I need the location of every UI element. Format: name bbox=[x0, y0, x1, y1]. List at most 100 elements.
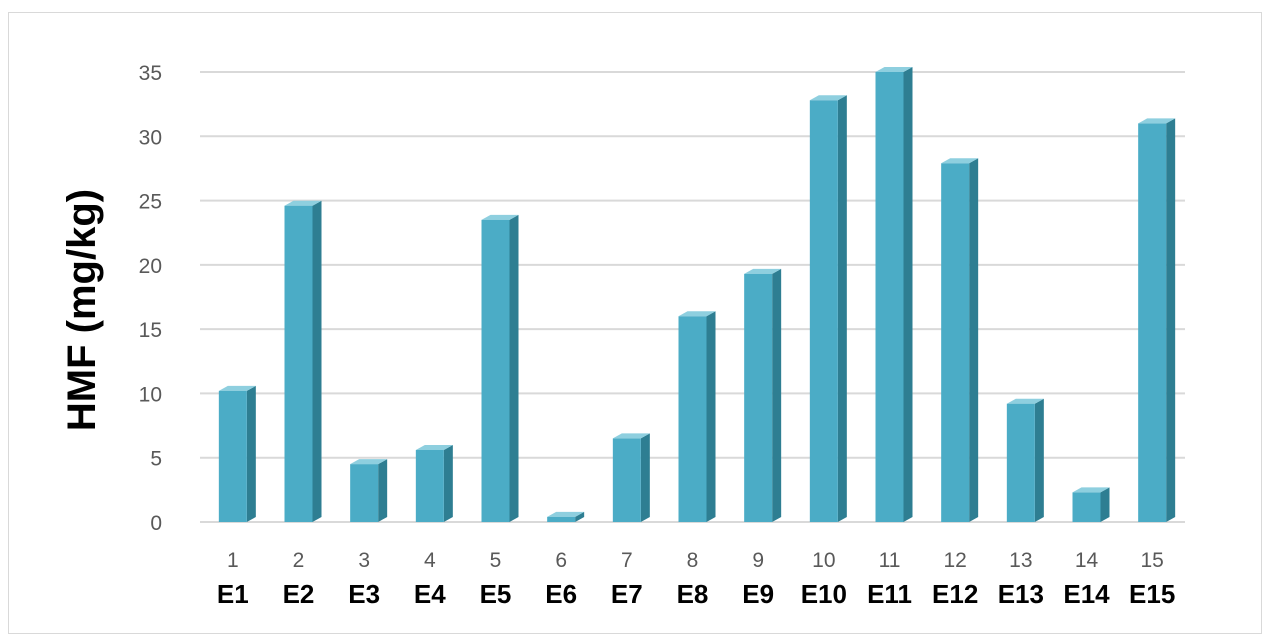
bar-front bbox=[612, 438, 641, 522]
bar-side bbox=[772, 268, 782, 522]
bar-front bbox=[941, 163, 970, 523]
x-index-label: 7 bbox=[621, 549, 633, 572]
x-index-label: 11 bbox=[879, 549, 901, 572]
bar-top bbox=[415, 445, 453, 450]
x-category-label: E3 bbox=[348, 579, 380, 609]
bar bbox=[284, 200, 322, 522]
bar-front bbox=[481, 219, 510, 522]
bar-top bbox=[547, 511, 585, 517]
x-category-label: E14 bbox=[1063, 579, 1110, 609]
x-category-label: E9 bbox=[742, 579, 774, 609]
bar-top bbox=[809, 95, 847, 101]
bar-front bbox=[809, 100, 838, 523]
bar-top bbox=[350, 459, 388, 465]
x-category-label: E7 bbox=[611, 579, 643, 609]
x-index-label: 10 bbox=[812, 549, 835, 572]
bar-top bbox=[284, 200, 322, 206]
x-category-label: E2 bbox=[283, 579, 315, 609]
bar-front bbox=[875, 72, 904, 522]
bar bbox=[481, 214, 519, 522]
bar-front bbox=[350, 464, 379, 522]
bar-front bbox=[1072, 492, 1101, 522]
bar-side bbox=[903, 67, 913, 522]
bar-front bbox=[284, 205, 313, 522]
bar-side bbox=[312, 200, 322, 522]
x-index-label: 14 bbox=[1075, 549, 1099, 572]
bar bbox=[612, 433, 650, 522]
x-index-label: 4 bbox=[424, 549, 436, 572]
bar-top bbox=[612, 433, 650, 439]
bar-top bbox=[678, 311, 716, 317]
bar bbox=[875, 67, 913, 522]
bar-front bbox=[744, 273, 773, 522]
bar bbox=[1006, 398, 1044, 522]
x-category-label: E11 bbox=[867, 579, 912, 609]
bar bbox=[941, 158, 979, 523]
bar-side bbox=[837, 95, 847, 523]
x-axis-labels: 1 E1 2 E2 3 E3 4 E4 5 E5 6 E6 7 E7 8 E8 9 E9 10 E10 11 E11 12 E… bbox=[217, 549, 1175, 609]
bar-top bbox=[875, 67, 913, 72]
y-axis-title: HMF (mg/kg) bbox=[60, 189, 104, 431]
bar-front bbox=[547, 516, 576, 522]
y-tick-label: 20 bbox=[139, 255, 162, 278]
bar-side bbox=[969, 158, 979, 523]
x-category-label: E5 bbox=[480, 579, 512, 609]
bar-front bbox=[1138, 123, 1167, 522]
x-index-label: 6 bbox=[555, 549, 567, 572]
bar-top bbox=[481, 214, 519, 220]
x-category-label: E1 bbox=[217, 579, 249, 609]
x-category-label: E4 bbox=[414, 579, 446, 609]
bar-top bbox=[1138, 118, 1176, 124]
y-tick-label: 35 bbox=[139, 62, 162, 85]
x-category-label: E15 bbox=[1129, 579, 1175, 609]
bar-side bbox=[509, 214, 519, 522]
x-index-label: 2 bbox=[293, 549, 305, 572]
x-index-label: 15 bbox=[1140, 549, 1163, 572]
bar-front bbox=[1006, 403, 1035, 522]
bar bbox=[1072, 487, 1110, 522]
bar bbox=[678, 311, 716, 522]
x-category-label: E6 bbox=[545, 579, 577, 609]
bar-side bbox=[443, 445, 453, 522]
bar-front bbox=[415, 450, 444, 522]
bar bbox=[547, 511, 585, 522]
bar-side bbox=[706, 311, 716, 522]
y-tick-label: 15 bbox=[139, 319, 162, 342]
bars bbox=[218, 67, 1176, 523]
bar bbox=[744, 268, 782, 522]
y-axis-ticks: 0 5 10 15 20 25 30 35 bbox=[139, 62, 162, 535]
x-index-label: 12 bbox=[943, 549, 966, 572]
bar bbox=[809, 95, 847, 523]
y-tick-label: 5 bbox=[150, 448, 162, 471]
x-category-label: E10 bbox=[801, 579, 847, 609]
x-category-label: E8 bbox=[677, 579, 709, 609]
y-tick-label: 25 bbox=[139, 191, 162, 214]
x-index-label: 8 bbox=[687, 549, 699, 572]
x-index-label: 9 bbox=[752, 549, 764, 572]
bar-top bbox=[1072, 487, 1110, 493]
x-index-label: 13 bbox=[1009, 549, 1032, 572]
x-index-label: 1 bbox=[227, 549, 239, 572]
bar-front bbox=[218, 390, 247, 522]
bar-side bbox=[640, 433, 650, 522]
bar-side bbox=[246, 385, 256, 522]
x-category-label: E13 bbox=[998, 579, 1044, 609]
bar-top bbox=[744, 268, 782, 274]
bar bbox=[415, 445, 453, 522]
bar-side bbox=[1100, 487, 1110, 522]
y-tick-label: 30 bbox=[139, 126, 162, 149]
x-index-label: 5 bbox=[490, 549, 502, 572]
y-tick-label: 10 bbox=[139, 383, 162, 406]
bar-top bbox=[941, 158, 979, 164]
chart-frame bbox=[8, 12, 1262, 634]
bar-top bbox=[218, 385, 256, 391]
bar-side bbox=[378, 459, 388, 522]
bar bbox=[1138, 118, 1176, 522]
bar bbox=[218, 385, 256, 522]
bar-side bbox=[575, 511, 585, 522]
x-index-label: 3 bbox=[358, 549, 370, 572]
bar-front bbox=[678, 316, 707, 522]
bar-top bbox=[1006, 398, 1044, 404]
bar-side bbox=[1034, 398, 1044, 522]
